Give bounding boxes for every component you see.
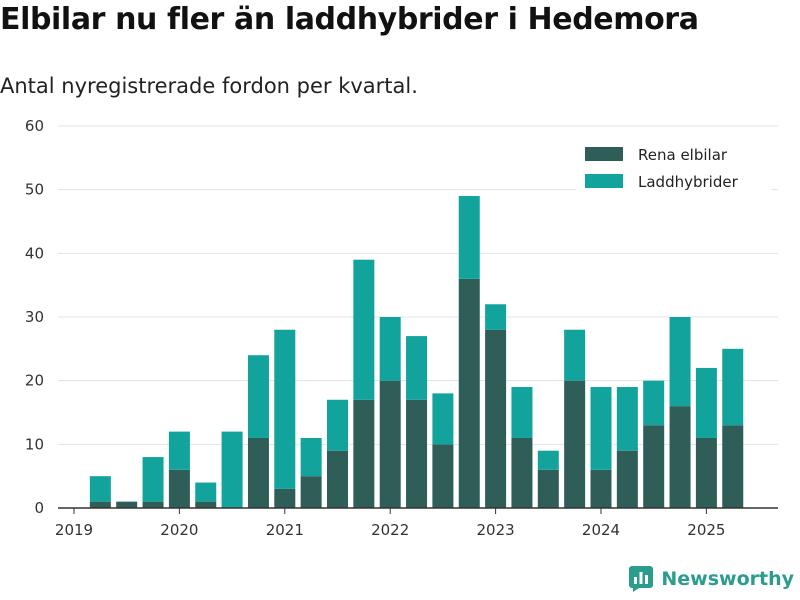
y-tick-label: 40 — [25, 244, 44, 262]
bar-laddhybrider — [590, 387, 612, 470]
bar-rena-elbilar — [669, 406, 691, 508]
y-axis: 0 10 20 30 40 50 60 — [25, 117, 44, 517]
bar-rena-elbilar — [247, 437, 269, 508]
bar-laddhybrider — [485, 304, 507, 330]
bar-rena-elbilar — [643, 425, 665, 508]
bar-rena-elbilar — [695, 437, 717, 508]
bar-rena-elbilar — [195, 501, 217, 508]
bar-laddhybrider — [221, 431, 243, 508]
y-tick-label: 50 — [25, 181, 44, 199]
x-axis: 2019 2020 2021 2022 2023 2024 2025 — [55, 507, 778, 539]
bar-rena-elbilar — [564, 380, 586, 508]
bar-laddhybrider — [274, 329, 296, 489]
bar-laddhybrider — [458, 196, 480, 279]
y-tick-label: 20 — [25, 372, 44, 390]
bar-rena-elbilar — [406, 399, 428, 508]
x-tick-label: 2019 — [55, 521, 93, 539]
bar-rena-elbilar — [511, 437, 533, 508]
bar-laddhybrider — [195, 482, 217, 502]
bar-rena-elbilar — [458, 278, 480, 508]
legend-swatch-rena-elbilar — [585, 147, 623, 161]
bar-rena-elbilar — [300, 476, 322, 508]
bar-laddhybrider — [669, 317, 691, 407]
x-tick-label: 2023 — [477, 521, 515, 539]
x-tick-label: 2020 — [160, 521, 198, 539]
bar-rena-elbilar — [537, 469, 559, 508]
y-tick-label: 30 — [25, 308, 44, 326]
chart-title: Elbilar nu fler än laddhybrider i Hedemo… — [0, 2, 699, 37]
brand-name: Newsworthy — [661, 568, 794, 590]
bar-rena-elbilar — [168, 469, 190, 508]
bar-laddhybrider — [616, 387, 638, 451]
bar-laddhybrider — [406, 336, 428, 400]
bar-laddhybrider — [511, 387, 533, 438]
bar-laddhybrider — [300, 437, 322, 477]
bars — [89, 196, 744, 508]
y-tick-label: 10 — [25, 435, 44, 453]
x-tick-label: 2024 — [582, 521, 620, 539]
chart-subtitle: Antal nyregistrerade fordon per kvartal. — [0, 74, 418, 98]
x-tick-label: 2025 — [687, 521, 725, 539]
bar-laddhybrider — [432, 393, 454, 445]
bar-rena-elbilar — [142, 501, 164, 508]
bar-rena-elbilar — [89, 501, 111, 508]
bar-rena-elbilar — [722, 425, 744, 508]
bar-laddhybrider — [564, 329, 586, 381]
bar-rena-elbilar — [274, 488, 296, 508]
newsworthy-brand: Newsworthy — [629, 566, 794, 592]
bar-laddhybrider — [695, 367, 717, 438]
x-tick-label: 2021 — [266, 521, 304, 539]
x-tick-label: 2022 — [371, 521, 409, 539]
bar-laddhybrider — [722, 348, 744, 426]
bar-laddhybrider — [643, 380, 665, 426]
bar-rena-elbilar — [616, 450, 638, 508]
bar-laddhybrider — [327, 399, 348, 451]
bar-rena-elbilar — [485, 329, 507, 508]
bar-rena-elbilar — [327, 450, 348, 508]
bar-laddhybrider — [379, 317, 401, 381]
bar-laddhybrider — [247, 355, 269, 438]
bar-rena-elbilar — [379, 380, 401, 508]
bar-laddhybrider — [168, 431, 190, 470]
bar-rena-elbilar — [432, 444, 454, 508]
newsworthy-logo-icon — [629, 566, 654, 592]
bar-rena-elbilar — [116, 501, 138, 508]
y-tick-label: 60 — [25, 117, 44, 135]
y-tick-label: 0 — [34, 499, 44, 517]
legend: Rena elbilar Laddhybrider — [576, 140, 772, 202]
bar-laddhybrider — [142, 457, 164, 502]
bar-rena-elbilar — [353, 399, 375, 508]
legend-label-rena-elbilar: Rena elbilar — [638, 146, 728, 164]
legend-swatch-laddhybrider — [585, 174, 623, 188]
legend-label-laddhybrider: Laddhybrider — [638, 173, 739, 191]
bar-laddhybrider — [353, 259, 375, 400]
bar-rena-elbilar — [590, 469, 612, 508]
bar-laddhybrider — [537, 450, 559, 470]
bar-laddhybrider — [89, 476, 111, 502]
